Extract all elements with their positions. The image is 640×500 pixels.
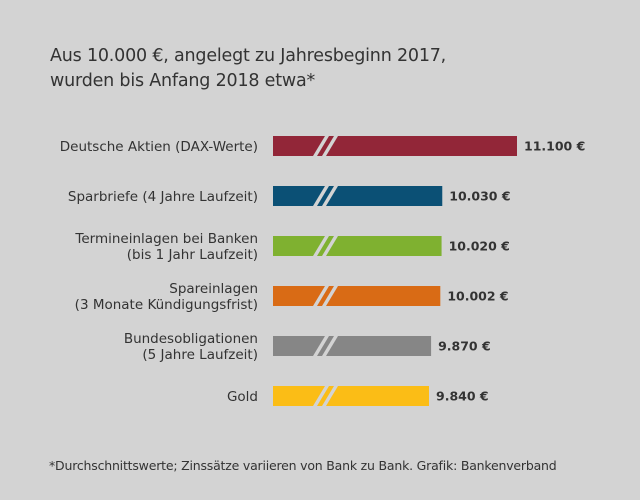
category-label: Gold xyxy=(227,389,258,405)
bar-group: Bundesobligationen(5 Jahre Laufzeit) 9.87… xyxy=(124,331,491,363)
chart-title: Aus 10.000 €, angelegt zu Jahresbeginn 2… xyxy=(50,44,446,94)
category-label: Bundesobligationen xyxy=(124,331,258,347)
category-label: Spareinlagen xyxy=(169,281,258,297)
axis-break-mark xyxy=(322,186,338,206)
bar-group: Spareinlagen(3 Monate Kündigungsfrist) 10… xyxy=(75,281,509,313)
axis-break-mark xyxy=(322,386,338,406)
category-label: Sparbriefe (4 Jahre Laufzeit) xyxy=(68,189,258,205)
bar-group: Deutsche Aktien (DAX-Werte) 11.100 € xyxy=(60,136,585,156)
category-label: Termineinlagen bei Banken xyxy=(74,231,258,247)
axis-break-mark xyxy=(313,386,329,406)
bar xyxy=(273,286,441,306)
category-label: (3 Monate Kündigungsfrist) xyxy=(75,297,258,313)
category-label: (5 Jahre Laufzeit) xyxy=(142,347,258,363)
axis-break-mark xyxy=(313,336,329,356)
bar xyxy=(273,236,442,256)
bar-group: Sparbriefe (4 Jahre Laufzeit) 10.030 € xyxy=(68,186,511,206)
bar xyxy=(273,186,443,206)
value-label: 9.840 € xyxy=(436,389,489,404)
axis-break-mark xyxy=(322,336,338,356)
axis-break-mark xyxy=(313,186,329,206)
axis-break-mark xyxy=(313,236,329,256)
axis-break-mark xyxy=(313,136,329,156)
value-label: 10.002 € xyxy=(447,289,508,304)
bar xyxy=(273,136,517,156)
value-label: 11.100 € xyxy=(524,139,585,154)
axis-break-mark xyxy=(313,286,329,306)
value-label: 9.870 € xyxy=(438,339,491,354)
bar-group: Termineinlagen bei Banken(bis 1 Jahr Lau… xyxy=(74,231,509,263)
axis-break-mark xyxy=(322,136,338,156)
bar xyxy=(273,386,429,406)
category-label: (bis 1 Jahr Laufzeit) xyxy=(127,247,258,263)
axis-break-mark xyxy=(322,286,338,306)
axis-break-mark xyxy=(322,236,338,256)
footnote: *Durchschnittswerte; Zinssätze variieren… xyxy=(49,458,557,473)
chart-title-line-2: wurden bis Anfang 2018 etwa* xyxy=(50,71,316,91)
bar xyxy=(273,336,432,356)
value-label: 10.020 € xyxy=(449,239,510,254)
chart-title-line-1: Aus 10.000 €, angelegt zu Jahresbeginn 2… xyxy=(50,46,447,66)
bar-group: Gold 9.840 € xyxy=(227,386,489,406)
value-label: 10.030 € xyxy=(449,189,510,204)
category-label: Deutsche Aktien (DAX-Werte) xyxy=(60,139,258,155)
